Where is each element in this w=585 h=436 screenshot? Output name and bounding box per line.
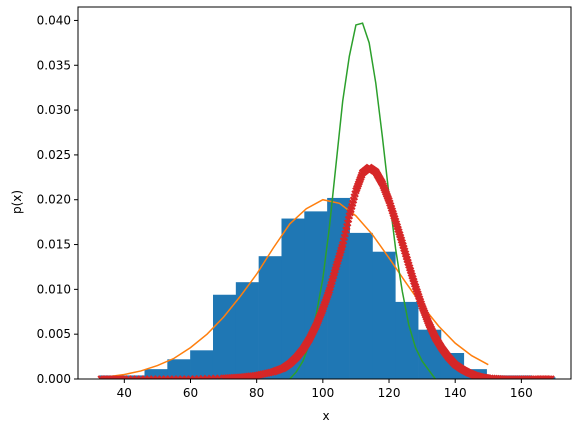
histogram-bar (144, 369, 168, 379)
y-tick-label: 0.010 (37, 282, 71, 296)
histogram-bar (212, 294, 237, 379)
axes: 40 60 80 100 120 140 160 0.000 0.005 0.010 0.015 0.… (37, 6, 572, 400)
scatter-series (97, 163, 555, 379)
y-tick-label: 0.040 (37, 13, 71, 27)
histogram-bar (349, 232, 373, 379)
y-tick-label: 0.025 (37, 148, 71, 162)
y-tick-label: 0.030 (37, 103, 71, 117)
histogram-bar (190, 350, 214, 379)
x-tick-label: 120 (378, 386, 401, 400)
scatter-point (545, 375, 554, 379)
x-tick-label: 40 (117, 386, 132, 400)
histogram-bar (395, 301, 419, 379)
plot-content (97, 22, 556, 379)
y-tick-label: 0.020 (37, 193, 71, 207)
histogram-bar (281, 218, 305, 379)
plot-area (97, 22, 556, 379)
scatter-point (547, 375, 555, 379)
histogram-bar (235, 282, 259, 379)
x-axis-label: x (322, 409, 329, 423)
y-tick-label: 0.005 (37, 327, 71, 341)
histogram-bar (258, 256, 282, 379)
x-tick-label: 100 (311, 386, 334, 400)
x-tick-label: 60 (183, 386, 198, 400)
y-axis-label: p(x) (10, 190, 24, 214)
y-tick-label: 0.035 (37, 58, 71, 72)
y-tick-label: 0.000 (37, 372, 71, 386)
x-tick-label: 80 (249, 386, 264, 400)
histogram-bar (167, 359, 191, 379)
x-tick-label: 140 (444, 386, 467, 400)
x-tick-label: 160 (510, 386, 533, 400)
y-tick-label: 0.015 (37, 238, 71, 252)
histogram-bar (372, 251, 396, 379)
axes-frame (77, 6, 572, 380)
